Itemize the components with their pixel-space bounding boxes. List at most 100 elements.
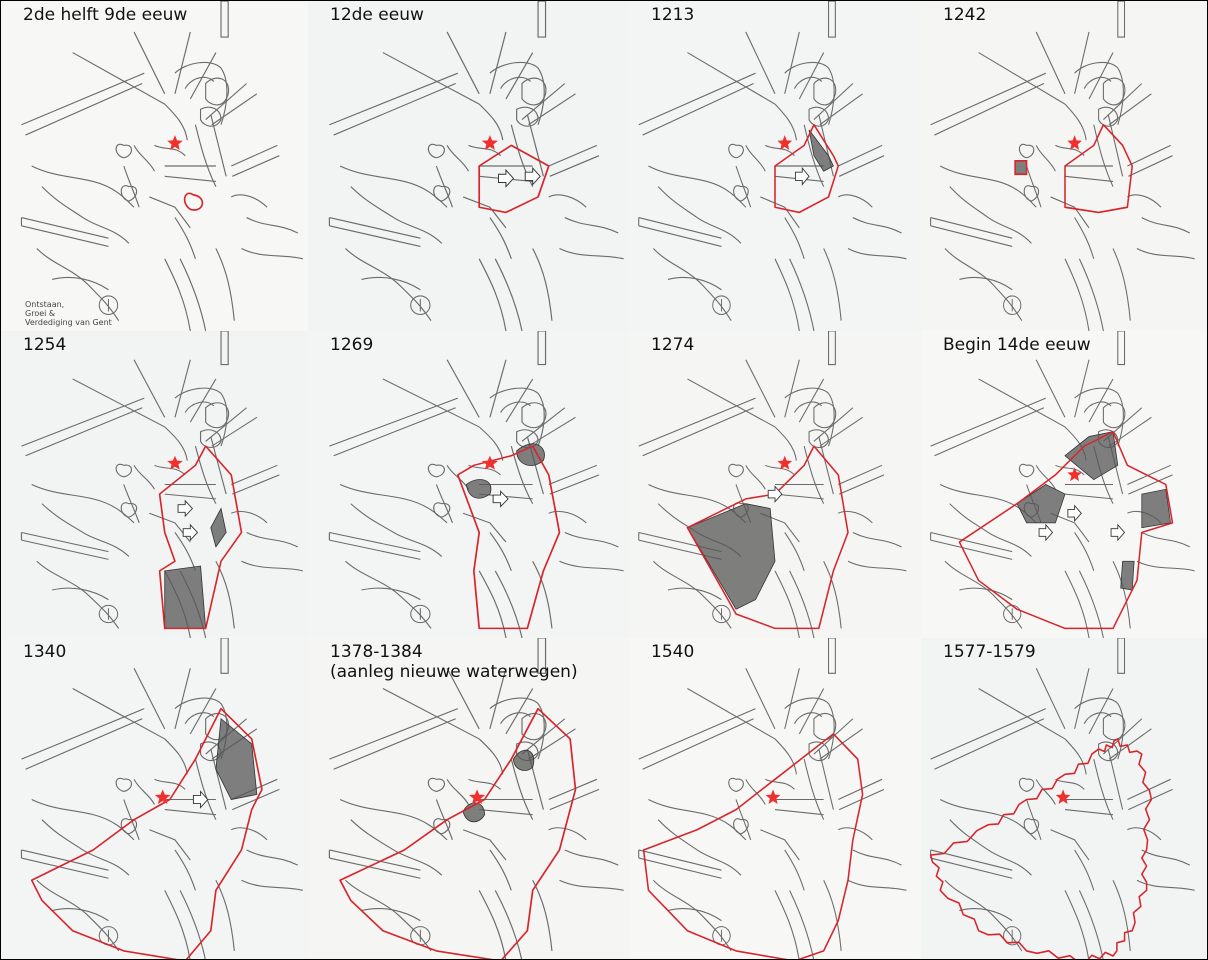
- map-line: [784, 532, 805, 572]
- expansion-area: [465, 479, 492, 499]
- map-line: [852, 217, 902, 234]
- map-line: [528, 728, 576, 760]
- map-line: [220, 331, 229, 366]
- panel-label: 1213: [651, 5, 695, 25]
- city-boundary: [456, 445, 561, 630]
- map-line: [944, 879, 1023, 952]
- map-line: [793, 712, 823, 725]
- map-line: [944, 248, 1023, 322]
- map-line: [1117, 331, 1126, 366]
- map-line: [246, 217, 299, 234]
- map-line: [72, 687, 166, 740]
- arrow-icon: [524, 166, 541, 186]
- map-line: [21, 708, 145, 760]
- map-line: [549, 474, 600, 495]
- map-drawing: [328, 638, 624, 959]
- map-line: [930, 857, 1013, 879]
- map-line: [189, 688, 217, 735]
- expansion-area: [215, 717, 258, 800]
- arrow-icon: [795, 166, 810, 186]
- map-line: [1078, 258, 1104, 331]
- map-line: [329, 225, 421, 247]
- map-line: [164, 738, 188, 775]
- map-drawing: [638, 331, 907, 638]
- map-line: [930, 397, 1047, 447]
- legend-title-line: Verdediging van Gent: [25, 318, 112, 327]
- map-line: [174, 849, 196, 891]
- north-arrow-icon: [1003, 295, 1022, 316]
- star-icon: [167, 135, 183, 150]
- map-line: [21, 857, 109, 879]
- map-line: [489, 387, 545, 447]
- panel-label: 1540: [651, 642, 695, 662]
- map-line: [1074, 668, 1090, 729]
- map-line: [642, 407, 754, 457]
- map-line: [1074, 217, 1095, 259]
- map-line: [939, 799, 1037, 841]
- map-line: [774, 258, 800, 331]
- map-line: [120, 818, 138, 835]
- map-line: [220, 1, 229, 38]
- map-line: [1093, 758, 1114, 820]
- map-line: [1141, 531, 1191, 548]
- map-line: [813, 712, 837, 741]
- arrow-icon: [1110, 523, 1126, 542]
- map-line: [433, 502, 451, 518]
- map-line: [489, 31, 507, 94]
- map-line: [784, 387, 835, 447]
- map-line: [652, 560, 732, 629]
- map-line: [194, 445, 217, 504]
- map-line: [838, 194, 873, 208]
- map-line: [329, 849, 421, 871]
- map-line: [382, 52, 480, 105]
- map-line: [31, 484, 135, 524]
- map-line: [537, 331, 547, 366]
- map-line: [930, 217, 1013, 239]
- map-line: [478, 570, 507, 638]
- map-line: [164, 426, 188, 461]
- map-line: [959, 587, 1013, 601]
- city-boundary: [929, 738, 1153, 959]
- map-line: [500, 76, 531, 89]
- panel-label: 1340: [23, 642, 67, 662]
- map-line: [642, 82, 754, 136]
- star-icon: [1055, 789, 1071, 805]
- map-line: [978, 52, 1066, 105]
- map-line: [1102, 712, 1126, 741]
- map-line: [246, 531, 299, 548]
- map-line: [489, 61, 545, 125]
- map-line: [808, 106, 830, 127]
- map-line: [72, 378, 166, 428]
- city-boundary: [774, 123, 840, 214]
- map-line: [521, 402, 547, 429]
- city-boundary: [642, 733, 864, 959]
- map-line: [818, 748, 834, 810]
- map-line: [164, 175, 216, 183]
- map-line: [559, 879, 624, 891]
- map-line: [1127, 464, 1171, 485]
- map-line: [446, 359, 480, 418]
- city-boundary: [958, 430, 1174, 630]
- map-line: [949, 186, 1032, 244]
- map-line: [52, 276, 109, 291]
- map-line: [350, 503, 443, 557]
- north-arrow-icon: [1003, 926, 1022, 946]
- map-drawing: [638, 638, 907, 959]
- map-line: [31, 165, 135, 208]
- map-line: [934, 407, 1045, 457]
- city-boundary: [339, 707, 577, 959]
- map-line: [1136, 247, 1195, 260]
- map-line: [133, 779, 156, 805]
- map-line: [174, 668, 191, 729]
- map-line: [687, 52, 776, 105]
- city-boundary: [30, 707, 263, 959]
- map-line: [564, 217, 619, 234]
- panel-label: 2de helft 9de eeuw: [23, 5, 188, 25]
- map-line: [784, 359, 800, 418]
- map-line: [446, 779, 470, 805]
- map-line: [793, 401, 823, 413]
- map-line: [765, 778, 795, 790]
- map-line: [847, 560, 907, 572]
- map-line: [549, 788, 600, 811]
- map-line: [548, 778, 598, 801]
